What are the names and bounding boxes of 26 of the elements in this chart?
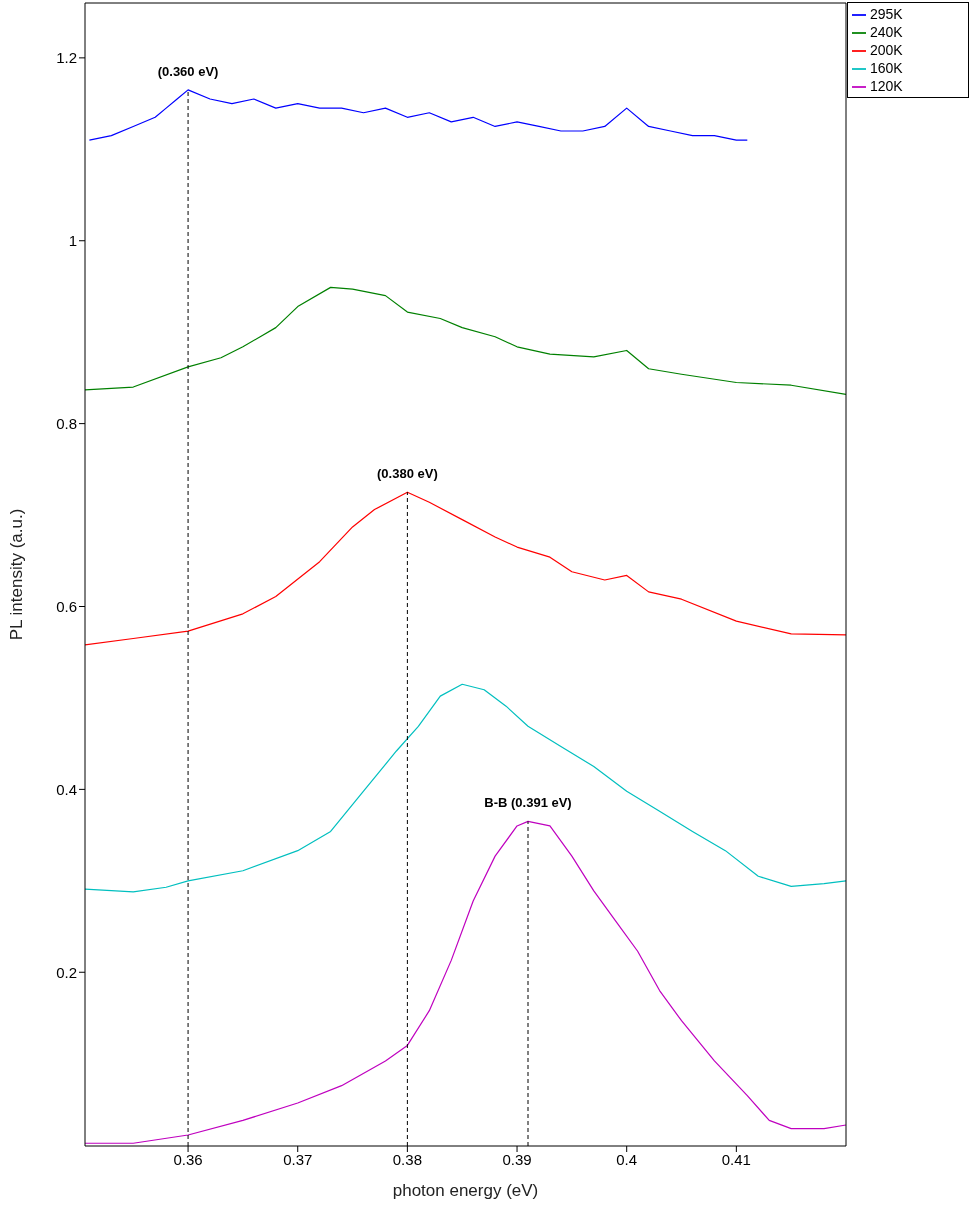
x-tick-label: 0.41 <box>721 1150 751 1168</box>
y-axis-title: PL intensity (a.u.) <box>7 508 27 641</box>
y-tick-label: 0.2 <box>56 963 77 981</box>
x-axis-title: photon energy (eV) <box>392 1181 539 1200</box>
legend-label: 295K <box>870 6 903 22</box>
annotation: B-B (0.391 eV) <box>484 795 572 811</box>
legend-label: 240K <box>870 24 903 40</box>
annotation: (0.360 eV) <box>157 63 219 79</box>
y-tick-label: 0.8 <box>56 414 77 432</box>
line-series <box>88 89 748 141</box>
x-tick-label: 0.36 <box>173 1150 203 1168</box>
line-series <box>85 286 846 395</box>
line-series <box>85 491 846 646</box>
y-tick-label: 1.2 <box>56 49 77 67</box>
x-tick-label: 0.39 <box>502 1150 532 1168</box>
legend-label: 200K <box>870 42 903 58</box>
y-tick-label: 0.4 <box>56 780 77 798</box>
x-tick-label: 0.38 <box>392 1150 422 1168</box>
y-tick-label: 1 <box>68 232 77 250</box>
legend-label: 160K <box>870 60 903 76</box>
x-tick-label: 0.37 <box>283 1150 313 1168</box>
x-tick-label: 0.4 <box>616 1150 638 1168</box>
legend-label: 120K <box>870 78 903 94</box>
annotation: (0.380 eV) <box>377 466 438 482</box>
line-series <box>85 683 846 893</box>
y-tick-label: 0.6 <box>56 597 77 615</box>
